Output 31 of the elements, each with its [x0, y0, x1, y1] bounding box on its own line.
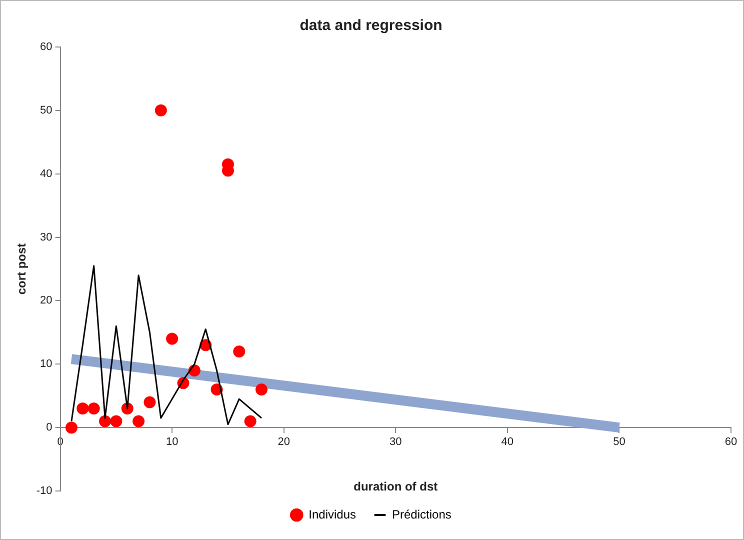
point	[244, 415, 256, 428]
y-tick-label: 10	[40, 358, 52, 370]
y-tick-label: 0	[46, 422, 52, 434]
point	[233, 345, 246, 358]
point	[256, 384, 268, 396]
x-tick-label: 60	[724, 436, 738, 448]
y-tick-label: 50	[40, 104, 52, 116]
point	[88, 402, 100, 415]
legend-label: Prédictions	[392, 507, 452, 522]
point	[144, 396, 156, 408]
chart-title: data and regression	[300, 17, 442, 34]
point	[110, 415, 122, 428]
point	[166, 332, 178, 345]
x-tick-label: 20	[278, 436, 290, 448]
x-tick-label: 40	[501, 436, 514, 448]
y-tick-label: 60	[40, 41, 52, 54]
x-axis-title: duration of dst	[354, 479, 438, 494]
y-tick-label: -10	[36, 485, 52, 498]
x-tick-label: 50	[613, 436, 626, 448]
y-tick-label: 20	[40, 294, 52, 307]
point	[65, 422, 78, 434]
y-tick-label: 30	[40, 231, 52, 244]
legend-label: Individus	[308, 507, 356, 522]
y-tick-label: 40	[40, 168, 52, 180]
point	[132, 415, 145, 428]
point	[76, 402, 89, 415]
x-tick-label: 30	[390, 436, 402, 448]
x-tick-label: 10	[166, 436, 178, 448]
y-axis-title: cort post	[14, 243, 29, 295]
point	[154, 104, 167, 116]
point	[99, 415, 112, 428]
